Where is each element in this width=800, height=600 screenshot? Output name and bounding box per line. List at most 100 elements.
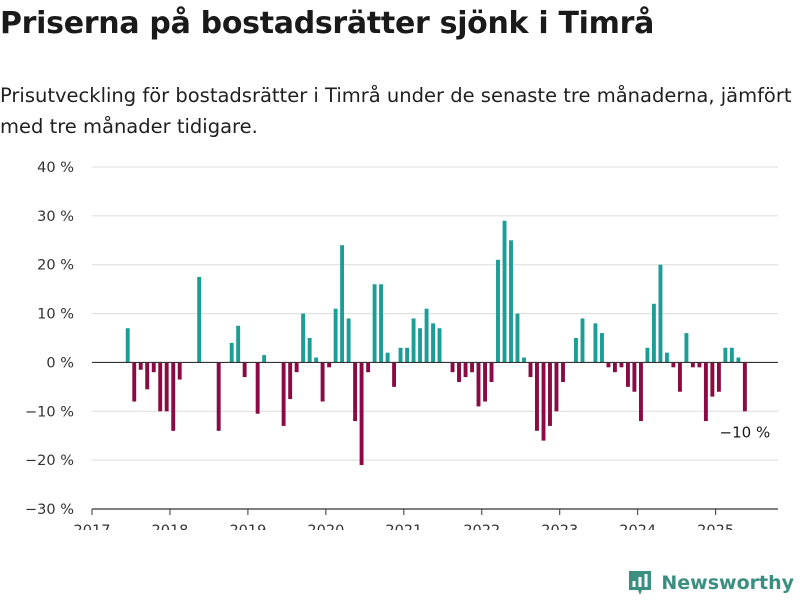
bar (723, 347, 728, 363)
bar (132, 362, 137, 402)
bar (346, 318, 351, 363)
bar (307, 338, 312, 363)
bar (651, 303, 656, 363)
bar (281, 362, 286, 426)
bar (457, 362, 461, 382)
bar-series (125, 220, 747, 466)
bar (405, 347, 410, 363)
bar (294, 362, 299, 373)
bar (398, 347, 403, 363)
bar (612, 362, 617, 373)
bar (489, 362, 494, 382)
bar (164, 362, 169, 412)
bar (197, 276, 202, 363)
bar (301, 313, 306, 363)
x-tick-labels: 2017 2018 2019 2020 2021 2022 2023 2024 2025 (74, 523, 735, 530)
bar (411, 318, 416, 363)
bar (619, 362, 624, 368)
bar (697, 362, 702, 368)
bar (385, 352, 390, 363)
bar (255, 362, 260, 414)
bar (145, 362, 150, 390)
bar (327, 362, 332, 368)
bar (320, 362, 325, 402)
bar (593, 323, 598, 363)
y-tick-label: 10 % (37, 307, 74, 323)
y-tick-label: 20 % (37, 258, 74, 274)
x-tick-label: 2019 (229, 523, 266, 530)
y-tick-label: −30 % (25, 502, 74, 518)
bar (333, 308, 338, 363)
bar (515, 313, 520, 363)
y-tick-label: −10 % (25, 404, 74, 420)
bar (606, 362, 611, 368)
bar (561, 362, 565, 382)
bar (476, 362, 481, 407)
bar (450, 362, 455, 373)
bar (502, 220, 507, 363)
bar (677, 362, 682, 392)
x-tick-label: 2024 (619, 523, 656, 530)
bar (639, 362, 643, 422)
grid-lines (92, 166, 778, 461)
bar-chart-logo-icon (629, 571, 652, 595)
latest-value-label: −10 % (720, 423, 771, 441)
bar (703, 362, 708, 422)
bar (548, 362, 552, 426)
bar (372, 284, 377, 363)
bar (645, 347, 650, 363)
bar (431, 323, 436, 363)
bar (288, 362, 293, 400)
bar (729, 347, 734, 363)
bar (522, 357, 526, 363)
bar (158, 362, 163, 412)
bar (716, 362, 721, 392)
bar (229, 342, 234, 363)
bar (379, 284, 384, 363)
bar (216, 362, 221, 431)
bar (138, 362, 143, 370)
x-tick-label: 2021 (385, 523, 422, 530)
bar (496, 259, 500, 363)
y-tick-label: −20 % (25, 453, 74, 469)
bar (483, 362, 487, 402)
bar (535, 362, 539, 431)
bar (742, 362, 747, 412)
brand-name: Newsworthy (661, 572, 794, 594)
bar (664, 352, 669, 363)
bar (690, 362, 695, 368)
chart-title: Priserna på bostadsrätter sjönk i Timrå (0, 6, 655, 41)
bar (125, 328, 130, 363)
bar (151, 362, 156, 373)
bar (736, 357, 741, 363)
bar (366, 362, 371, 373)
bar (671, 362, 676, 368)
bar (573, 338, 578, 363)
y-tick-labels: −30 % −20 % −10 % 0 % 10 % 20 % 30 % 40 % (25, 160, 74, 518)
bar (509, 240, 513, 363)
x-tick-label: 2023 (541, 523, 578, 530)
bar (658, 264, 663, 363)
y-tick-label: 0 % (46, 355, 74, 371)
bar (463, 362, 468, 378)
bar (528, 362, 533, 378)
y-tick-label: 40 % (37, 160, 74, 176)
x-tick-label: 2018 (152, 523, 189, 530)
bar (340, 245, 345, 363)
x-tick-label: 2025 (697, 523, 734, 530)
bar (418, 328, 422, 363)
bar (541, 362, 546, 441)
bar (684, 333, 689, 363)
bar (580, 318, 585, 363)
bar (171, 362, 176, 431)
bar (554, 362, 559, 412)
x-tick-label: 2017 (74, 523, 111, 530)
bar (392, 362, 397, 387)
bar (359, 362, 364, 466)
bar (600, 333, 604, 363)
x-tick-label: 2022 (463, 523, 500, 530)
bar (353, 362, 358, 422)
bar (470, 362, 474, 373)
brand-logo: Newsworthy (627, 566, 794, 600)
bar (424, 308, 429, 363)
